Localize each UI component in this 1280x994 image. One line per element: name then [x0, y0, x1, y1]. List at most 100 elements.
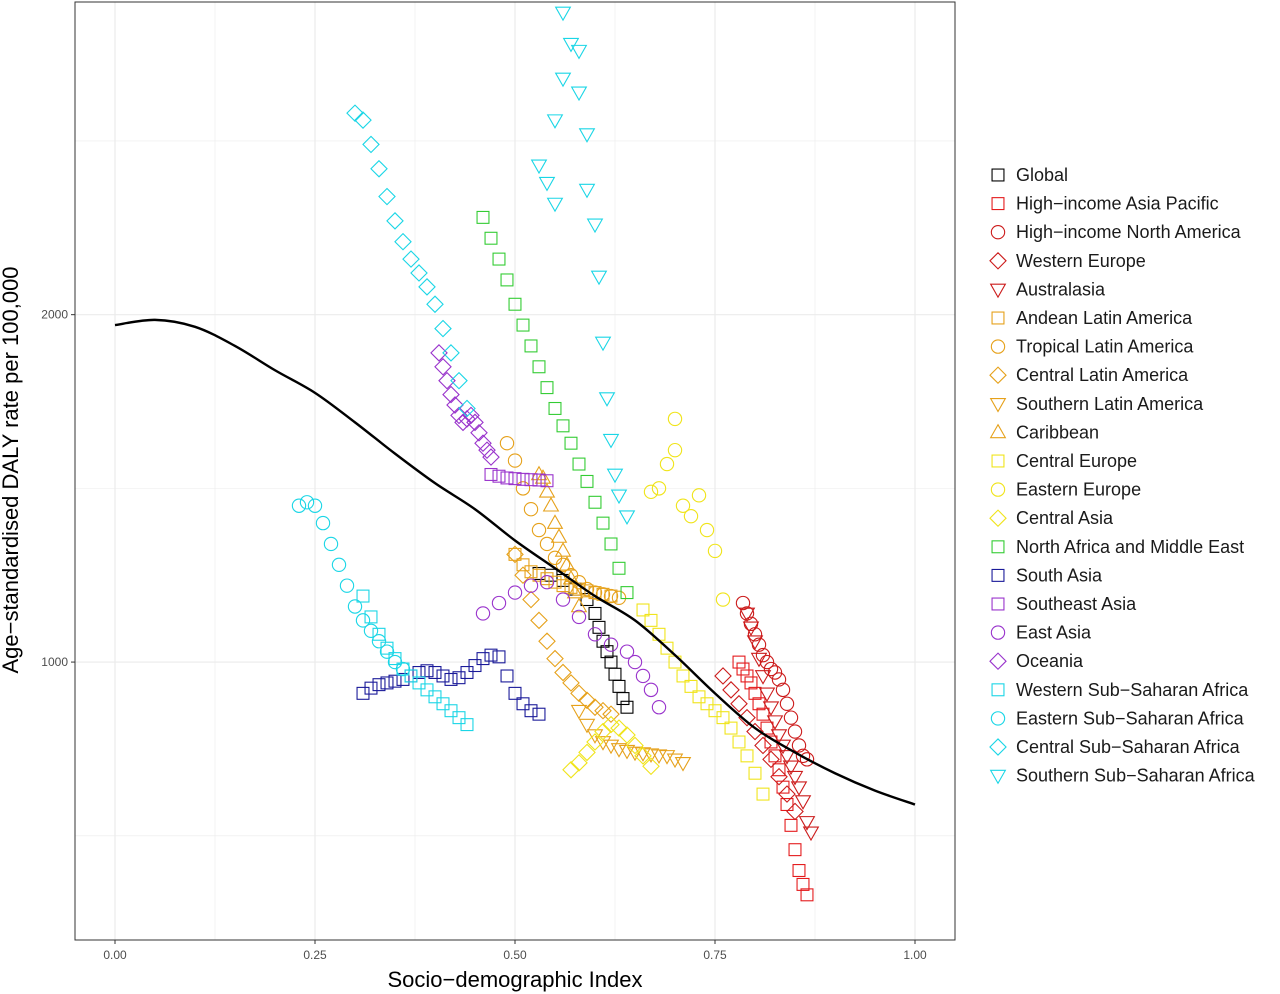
legend-label: Central Asia: [1016, 508, 1114, 528]
data-point: [562, 760, 580, 779]
data-point: [412, 676, 426, 690]
data-point: [626, 736, 644, 755]
data-point: [546, 197, 564, 213]
data-point: [578, 743, 596, 762]
legend-label: Eastern Europe: [1016, 480, 1141, 500]
data-point: [476, 210, 490, 224]
data-point: [699, 522, 715, 538]
data-point: [610, 489, 628, 505]
legend-label: Oceania: [1016, 651, 1084, 671]
legend-key: [991, 197, 1005, 211]
legend-item: North Africa and Middle East: [991, 537, 1244, 557]
data-point: [779, 696, 795, 711]
data-point: [602, 433, 620, 449]
legend-item: Eastern Europe: [990, 480, 1141, 500]
data-point: [532, 707, 546, 721]
data-point: [436, 669, 450, 683]
data-point: [684, 679, 698, 693]
series-group: [562, 715, 660, 779]
data-point: [619, 644, 635, 659]
data-point: [732, 655, 746, 669]
legend-key: [991, 540, 1005, 554]
data-point: [307, 498, 323, 513]
data-point: [339, 578, 355, 593]
series-group: [484, 467, 554, 488]
data-point: [651, 481, 667, 496]
data-point: [547, 550, 563, 566]
y-axis-ticks: 1000 2000: [41, 308, 75, 669]
data-point: [363, 623, 379, 639]
legend-key: [991, 168, 1005, 182]
data-point: [484, 231, 498, 245]
data-point: [766, 715, 784, 730]
legend-label: Western Europe: [1016, 251, 1146, 271]
data-point: [616, 692, 630, 706]
data-point: [514, 566, 532, 585]
x-tick-label: 1.00: [903, 948, 927, 962]
data-point: [442, 344, 460, 362]
data-point: [659, 456, 675, 472]
data-point: [371, 634, 387, 649]
data-point: [667, 411, 683, 427]
x-tick-label: 0.25: [303, 948, 327, 962]
legend-key: [991, 683, 1005, 697]
data-point: [612, 561, 626, 575]
data-point: [530, 611, 548, 630]
legend-key: [991, 568, 1005, 582]
legend-key: [989, 397, 1007, 413]
data-point: [760, 721, 774, 735]
legend-item: Central Sub−Saharan Africa: [989, 737, 1241, 757]
series-group: [291, 495, 411, 677]
data-point: [420, 683, 434, 697]
data-point: [722, 681, 740, 699]
legend-item: High−income North America: [990, 222, 1242, 242]
legend-item: Western Sub−Saharan Africa: [991, 680, 1249, 700]
data-point: [778, 785, 796, 803]
data-point: [446, 396, 464, 414]
data-point: [492, 252, 506, 266]
data-point: [562, 674, 580, 692]
data-point: [462, 406, 480, 425]
data-point: [346, 104, 364, 122]
data-point: [590, 270, 608, 286]
legend: Global High−income Asia Pacific High−incom…: [989, 165, 1256, 786]
legend-key: [990, 339, 1006, 354]
data-point: [507, 585, 523, 600]
legend-key: [989, 366, 1007, 385]
data-point: [794, 795, 812, 810]
data-point: [492, 650, 506, 664]
data-point: [570, 597, 588, 613]
data-point: [534, 469, 552, 484]
data-point: [603, 588, 619, 604]
data-point: [620, 586, 634, 600]
y-axis-title: Age−standardised DALY rate per 100,000: [0, 266, 23, 673]
data-point: [762, 750, 780, 769]
data-point: [708, 704, 722, 718]
data-point: [767, 665, 783, 680]
legend-label: Southern Sub−Saharan Africa: [1016, 766, 1256, 786]
data-point: [652, 627, 666, 641]
data-point: [546, 514, 564, 529]
data-point: [756, 707, 770, 721]
data-point: [452, 671, 466, 685]
data-point: [780, 798, 794, 812]
data-point: [776, 780, 790, 794]
legend-item: Global: [991, 165, 1068, 185]
data-point: [683, 508, 699, 524]
data-point: [539, 536, 555, 552]
data-point: [594, 722, 612, 741]
legend-item: Andean Latin America: [991, 308, 1193, 328]
grid-lines: [75, 2, 955, 940]
data-point: [475, 606, 491, 621]
data-point: [674, 757, 692, 772]
series-group: [735, 595, 815, 767]
data-point: [579, 581, 595, 597]
data-point: [742, 621, 760, 637]
data-point: [707, 543, 723, 559]
data-point: [458, 399, 476, 418]
data-point: [762, 701, 780, 717]
data-point: [356, 589, 370, 603]
series-group: [346, 104, 476, 418]
legend-item: Tropical Latin America: [990, 337, 1194, 357]
